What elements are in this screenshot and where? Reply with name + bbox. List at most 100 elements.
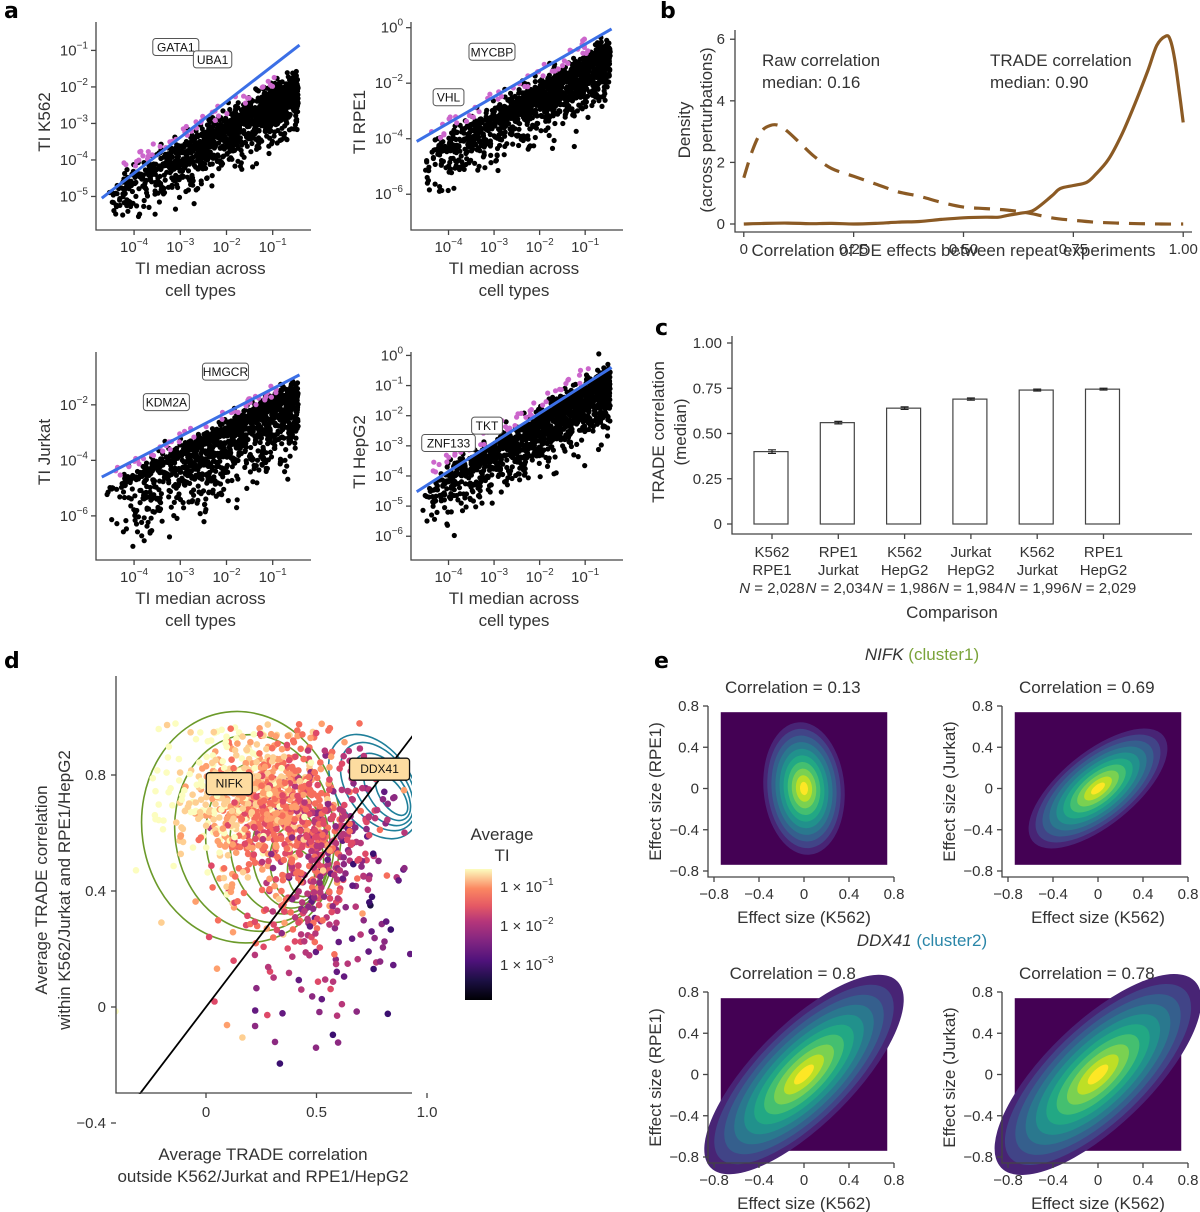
data-point — [219, 492, 225, 498]
data-point — [198, 442, 204, 448]
data-point — [602, 66, 608, 72]
highlight-point — [269, 83, 276, 89]
data-point — [553, 103, 559, 109]
data-point — [560, 120, 566, 127]
highlight-point — [495, 96, 501, 102]
data-point — [218, 160, 224, 166]
data-point — [121, 494, 128, 501]
data-point — [160, 479, 166, 485]
data-point — [489, 126, 495, 132]
highlight-point — [259, 84, 265, 90]
data-point — [174, 495, 180, 501]
data-point — [156, 487, 162, 493]
data-point — [202, 456, 209, 462]
highlight-point — [454, 120, 460, 126]
highlight-point — [246, 95, 252, 101]
data-point — [253, 438, 259, 444]
data-point — [279, 441, 285, 447]
data-point — [216, 166, 222, 172]
data-point — [283, 447, 289, 453]
data-point — [181, 482, 187, 488]
data-point — [223, 138, 229, 144]
y-tick-label: 10−3 — [60, 113, 89, 132]
data-point — [573, 128, 579, 134]
data-point — [222, 430, 229, 436]
highlight-point — [132, 163, 139, 169]
data-point — [544, 92, 550, 98]
y-axis-label: TI K562 — [35, 92, 54, 152]
data-point — [291, 93, 297, 99]
data-point — [568, 66, 574, 73]
data-point — [268, 88, 274, 94]
gene-label: KDM2A — [146, 396, 187, 410]
data-point — [532, 87, 538, 93]
data-point — [242, 464, 248, 470]
highlight-point — [157, 143, 163, 150]
data-point — [157, 173, 163, 179]
highlight-point — [242, 100, 248, 106]
data-point — [129, 486, 135, 492]
x-axis-label-line1: TI median across — [135, 589, 265, 608]
data-point — [274, 114, 280, 120]
data-point — [143, 186, 149, 192]
data-point — [164, 455, 170, 461]
data-point — [595, 56, 601, 62]
x-tick-label: 10−2 — [212, 237, 241, 256]
data-point — [292, 440, 298, 446]
data-point — [583, 104, 589, 110]
data-point — [255, 88, 261, 94]
data-point — [258, 432, 264, 438]
data-point — [504, 116, 510, 123]
data-point — [589, 102, 595, 109]
x-tick-label: 10−1 — [259, 237, 288, 256]
data-point — [218, 465, 224, 471]
data-point — [577, 65, 583, 71]
data-point — [571, 92, 577, 98]
data-point — [539, 92, 546, 98]
data-point — [253, 129, 259, 136]
x-tick-label: 10−2 — [212, 567, 241, 586]
data-point — [284, 70, 290, 76]
data-point — [487, 489, 493, 495]
data-point — [174, 182, 180, 188]
data-point — [432, 161, 438, 167]
data-point — [117, 494, 123, 500]
y-tick-label: 100 — [381, 18, 404, 37]
y-tick-label: 10−5 — [60, 186, 89, 205]
x-axis-label-line2: cell types — [479, 281, 550, 300]
data-point — [202, 138, 208, 144]
data-point — [497, 102, 503, 108]
data-point — [426, 164, 432, 170]
data-point — [500, 111, 506, 117]
data-point — [438, 144, 445, 151]
data-point — [508, 129, 514, 135]
data-point — [585, 114, 591, 120]
data-point — [268, 454, 275, 460]
data-point — [271, 111, 277, 117]
data-point — [226, 444, 232, 450]
data-point — [114, 486, 120, 492]
data-point — [152, 211, 158, 217]
data-point — [125, 208, 131, 214]
data-point — [201, 164, 207, 170]
highlight-point — [224, 111, 230, 117]
scatter-points — [104, 378, 301, 549]
data-point — [171, 160, 177, 167]
data-point — [168, 504, 174, 510]
data-point — [492, 119, 498, 125]
data-point — [288, 81, 294, 87]
data-point — [280, 108, 286, 114]
highlight-point — [183, 123, 189, 130]
highlight-point — [437, 135, 444, 141]
data-point — [502, 133, 508, 139]
data-point — [276, 79, 283, 86]
highlight-point — [268, 394, 274, 400]
data-point — [220, 447, 226, 453]
data-point — [237, 129, 243, 135]
data-point — [244, 485, 250, 491]
data-point — [466, 160, 472, 166]
gene-label-box — [468, 42, 516, 61]
data-point — [194, 500, 200, 506]
data-point — [261, 420, 267, 426]
data-point — [290, 405, 296, 411]
